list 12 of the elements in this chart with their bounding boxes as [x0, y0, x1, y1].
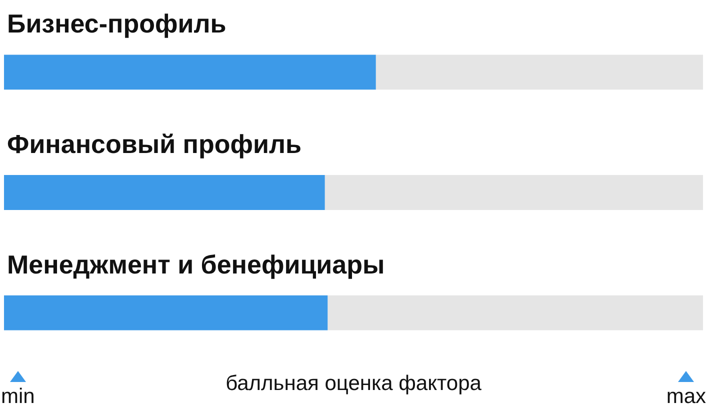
x-axis-title: балльная оценка фактора [226, 372, 482, 395]
bar [4, 54, 376, 90]
bar [4, 175, 325, 210]
bar [324, 175, 703, 210]
y-tick-label: Финансовый профиль [7, 129, 302, 160]
bar [376, 54, 703, 90]
y-tick-label: Бизнес-профиль [7, 8, 226, 39]
bar [4, 295, 328, 330]
text: min [0, 384, 35, 408]
bar [328, 295, 703, 330]
y-tick-label: Менеджмент и бенефициары [7, 249, 385, 280]
text: max [666, 384, 706, 408]
